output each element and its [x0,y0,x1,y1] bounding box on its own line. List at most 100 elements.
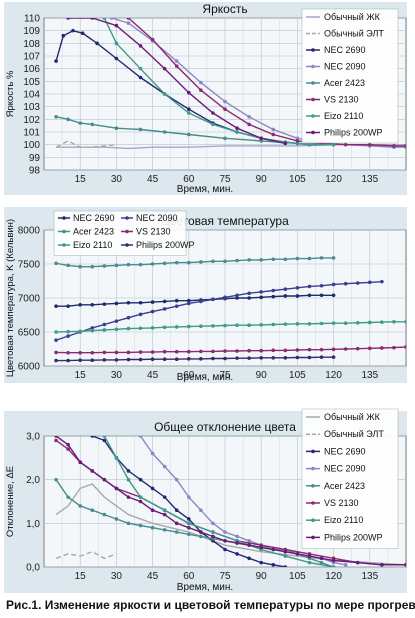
legend-label: VS 2130 [136,227,171,237]
data-point [199,530,203,534]
x-tick-label: 45 [147,370,159,381]
data-point [162,307,167,311]
data-point [150,262,155,266]
data-point [54,436,58,438]
data-point [174,304,179,308]
data-point [319,283,324,288]
data-point [259,290,264,294]
data-point [199,299,203,304]
x-tick-label: 30 [111,370,123,381]
data-point [138,127,143,132]
legend-box [53,210,187,256]
legend-box [301,8,399,144]
data-point [319,556,324,561]
data-point [162,66,167,71]
data-point [380,320,384,324]
data-point [404,144,406,148]
data-point [150,451,155,456]
data-point [211,356,215,361]
data-point [271,356,276,360]
data-point [162,130,167,134]
data-point [319,560,324,565]
data-point [259,356,264,360]
legend-label: NEC 2690 [73,213,115,223]
legend-label: NEC 2090 [136,213,178,223]
legend-marker [62,229,66,234]
data-point [380,563,384,567]
data-point [247,556,251,561]
data-point [114,301,119,306]
data-point [259,560,264,565]
data-point [271,127,276,132]
data-point [174,59,179,63]
data-point [259,323,264,327]
data-point [295,286,300,290]
data-point [187,90,191,95]
x-tick-label: 75 [219,571,231,582]
data-point [295,256,300,261]
legend-marker [62,243,66,247]
data-point [90,328,95,333]
data-point [211,324,215,328]
data-point [90,350,95,355]
data-point [162,261,167,266]
data-point [247,258,251,262]
data-point [66,117,70,122]
y-tick-label: 109 [23,26,40,37]
data-point [259,139,264,143]
data-point [235,258,239,263]
data-point [126,350,131,355]
y-tick-label: 6500 [18,328,41,339]
series-group [54,436,406,567]
data-point [283,287,288,291]
data-point [187,301,191,306]
x-tick-label: 75 [219,174,231,185]
data-point [174,64,179,68]
data-point [138,436,143,438]
x-tick-label: 60 [183,174,195,185]
data-point [90,326,95,330]
data-point [223,295,227,300]
legend: Обычный ЖК Обычный ЭЛТ NEC 2690 NEC 2090 Ace… [301,8,399,144]
data-point [138,357,143,362]
data-point [138,300,143,305]
data-point [66,329,70,334]
legend-label: VS 2130 [324,95,359,105]
data-point [174,298,179,303]
x-tick-label: 60 [183,370,195,381]
data-point [54,477,58,482]
data-point [126,21,131,25]
data-point [54,330,58,334]
data-point [187,357,191,361]
legend-marker [62,216,66,220]
y-axis-label: Яркость % [5,70,16,117]
data-point [271,257,276,262]
legend-marker [311,535,315,540]
data-point [174,357,179,362]
data-point [162,464,167,469]
data-point [114,126,119,130]
series-line-5 [55,116,334,146]
data-point [78,329,82,334]
data-point [392,345,396,350]
data-point [126,315,131,320]
data-point [223,99,227,104]
y-tick-label: 98 [29,166,41,177]
data-point [126,521,131,526]
data-point [54,59,58,63]
data-point [114,41,119,46]
data-point [295,552,300,556]
data-point [271,547,276,552]
data-point [199,508,203,513]
data-point [211,534,215,539]
data-point [150,357,155,362]
data-point [283,257,288,262]
data-point [54,338,58,342]
data-point [331,293,336,298]
series-line-2 [55,140,117,148]
data-point [307,284,312,289]
legend-marker [311,518,315,522]
data-point [392,144,396,148]
data-point [138,477,143,482]
data-point [66,495,70,499]
